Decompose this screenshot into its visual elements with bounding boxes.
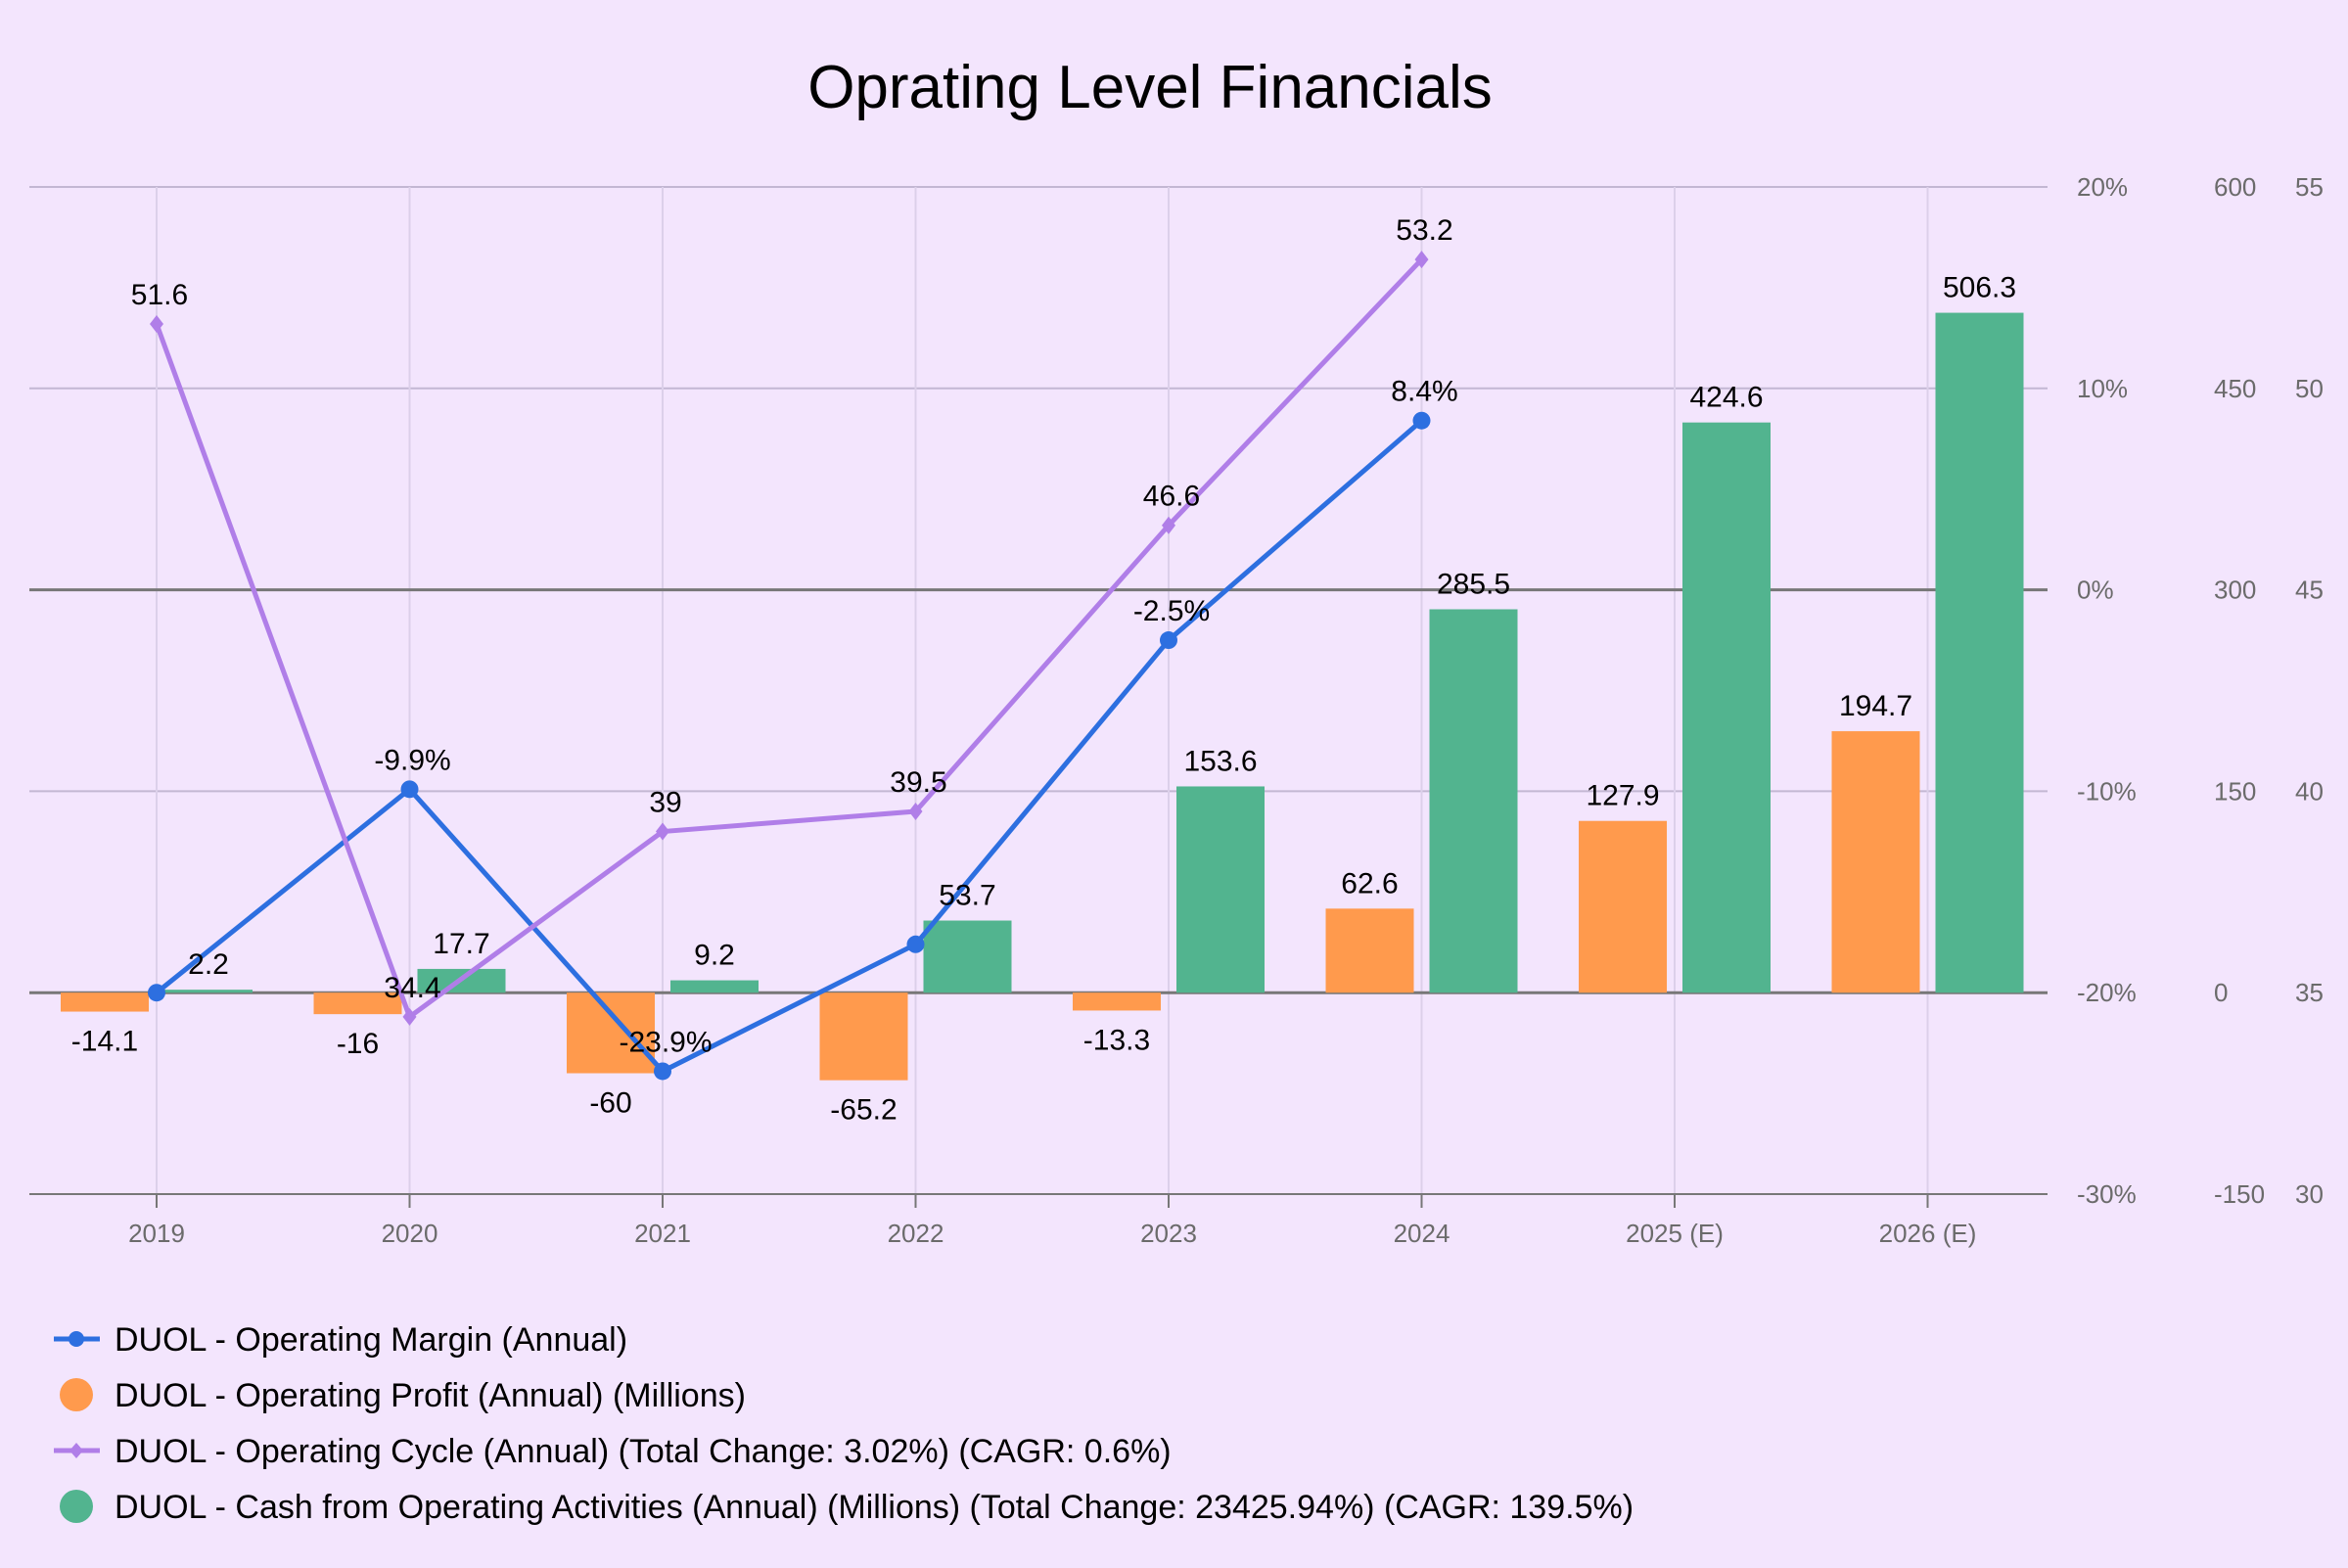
y-tick-millions: -150 [2214, 1179, 2265, 1209]
x-tick-label: 2019 [128, 1219, 185, 1248]
legend-marker [69, 1443, 83, 1458]
bar-data-label: 9.2 [694, 940, 735, 972]
chart-title: Oprating Level Financials [807, 54, 1493, 121]
line-data-label: 34.4 [384, 972, 440, 1004]
legend: DUOL - Operating Margin (Annual) DUOL - O… [54, 1321, 1634, 1526]
legend-label: DUOL - Operating Cycle (Annual) (Total C… [115, 1433, 1172, 1470]
bar [1935, 312, 2024, 993]
y-tick-millions: 600 [2214, 172, 2256, 202]
line-point [148, 984, 165, 1002]
bar [1831, 731, 1920, 993]
line-data-label: -9.9% [374, 744, 450, 776]
legend-dot-swatch [60, 1490, 93, 1523]
bar-data-label: -13.3 [1083, 1024, 1150, 1056]
y-tick-cycle: 30 [2295, 1179, 2324, 1209]
line-data-label: 53.2 [1396, 214, 1452, 247]
y-tick-margin: -30% [2077, 1179, 2137, 1209]
legend-marker [69, 1331, 84, 1347]
bar [61, 992, 149, 1012]
y-tick-millions: 150 [2214, 776, 2256, 806]
grid [29, 186, 2048, 1195]
bar-data-label: -16 [337, 1028, 379, 1060]
bar-data-label: 194.7 [1839, 690, 1912, 722]
line-data-label: -2.5% [1133, 595, 1210, 627]
bars [61, 312, 2024, 1081]
x-tick-label: 2024 [1394, 1219, 1450, 1248]
y-tick-cycle: 35 [2295, 978, 2324, 1007]
line-point [1412, 411, 1431, 430]
x-tick-label: 2020 [382, 1219, 438, 1248]
data-labels: -14.1 -16 -60 -65.2 -13.3 62.6 127.9 194.7 2.2 17… [71, 214, 2016, 1127]
bar [819, 992, 908, 1081]
bar-data-label: 17.7 [433, 928, 489, 960]
bar [313, 992, 402, 1015]
bar-data-label: 424.6 [1689, 382, 1763, 414]
bar [923, 920, 1012, 993]
bar [1682, 422, 1771, 993]
y-tick-margin: -20% [2077, 978, 2137, 1007]
bar-data-label: -60 [589, 1087, 631, 1120]
bar [1325, 908, 1414, 993]
x-tick-label: 2023 [1140, 1219, 1197, 1248]
y-tick-margin: 0% [2077, 576, 2114, 605]
legend-label: DUOL - Cash from Operating Activities (A… [115, 1489, 1634, 1526]
x-tick-label: 2026 (E) [1879, 1219, 1977, 1248]
bar [1579, 820, 1667, 993]
bar-data-label: 153.6 [1183, 745, 1257, 777]
line-point [400, 780, 419, 799]
line-data-label: 46.6 [1143, 481, 1200, 513]
series-line [155, 418, 1424, 1074]
bar-data-label: 53.7 [939, 880, 995, 912]
bar-data-label: 62.6 [1341, 867, 1398, 899]
line-data-label: 39.5 [890, 766, 946, 799]
bar [1073, 992, 1161, 1011]
bar-data-label: -14.1 [71, 1026, 138, 1058]
y-tick-cycle: 45 [2295, 576, 2324, 605]
y-tick-margin: 20% [2077, 172, 2128, 202]
line-point [1414, 251, 1429, 269]
bar-data-label: 127.9 [1586, 780, 1659, 812]
y-tick-cycle: 40 [2295, 776, 2324, 806]
line-data-label: 39 [649, 787, 681, 819]
legend-dot-swatch [60, 1378, 93, 1411]
line-point [402, 1007, 417, 1026]
legend-label: DUOL - Operating Margin (Annual) [115, 1321, 627, 1359]
bar [1176, 786, 1265, 993]
bar [164, 990, 253, 993]
line-point [1162, 516, 1175, 534]
y-tick-cycle: 55 [2295, 172, 2324, 202]
bar-data-label: 506.3 [1943, 272, 2016, 304]
series-line [154, 257, 1424, 1020]
line-point [1160, 631, 1177, 650]
line-point [150, 314, 163, 333]
bar [670, 980, 759, 993]
bar [567, 992, 655, 1074]
y-tick-millions: 0 [2214, 978, 2228, 1007]
line-point [906, 935, 925, 953]
bar-data-label: 2.2 [188, 948, 229, 981]
bar-data-label: -65.2 [830, 1094, 897, 1127]
y-tick-margin: 10% [2077, 374, 2128, 403]
line-point [654, 1062, 671, 1081]
lines [148, 251, 1431, 1081]
line-data-label: 51.6 [131, 279, 188, 311]
line-data-label: -23.9% [619, 1026, 712, 1058]
x-tick-label: 2021 [634, 1219, 691, 1248]
bar [1429, 609, 1518, 993]
legend-label: DUOL - Operating Profit (Annual) (Millio… [115, 1377, 746, 1414]
line-data-label: 8.4% [1391, 376, 1457, 408]
line-point [908, 802, 923, 820]
y-tick-margin: -10% [2077, 776, 2137, 806]
x-tick-label: 2025 (E) [1626, 1219, 1724, 1248]
y-tick-cycle: 50 [2295, 374, 2324, 403]
axis-ticks: 2019 2020 2021 2022 2023 2024 2025 (E) 2026 (E)… [128, 172, 2324, 1248]
line-point [656, 822, 669, 841]
y-tick-millions: 300 [2214, 576, 2256, 605]
y-tick-millions: 450 [2214, 374, 2256, 403]
bar-data-label: 285.5 [1437, 568, 1510, 600]
x-tick-label: 2022 [888, 1219, 944, 1248]
